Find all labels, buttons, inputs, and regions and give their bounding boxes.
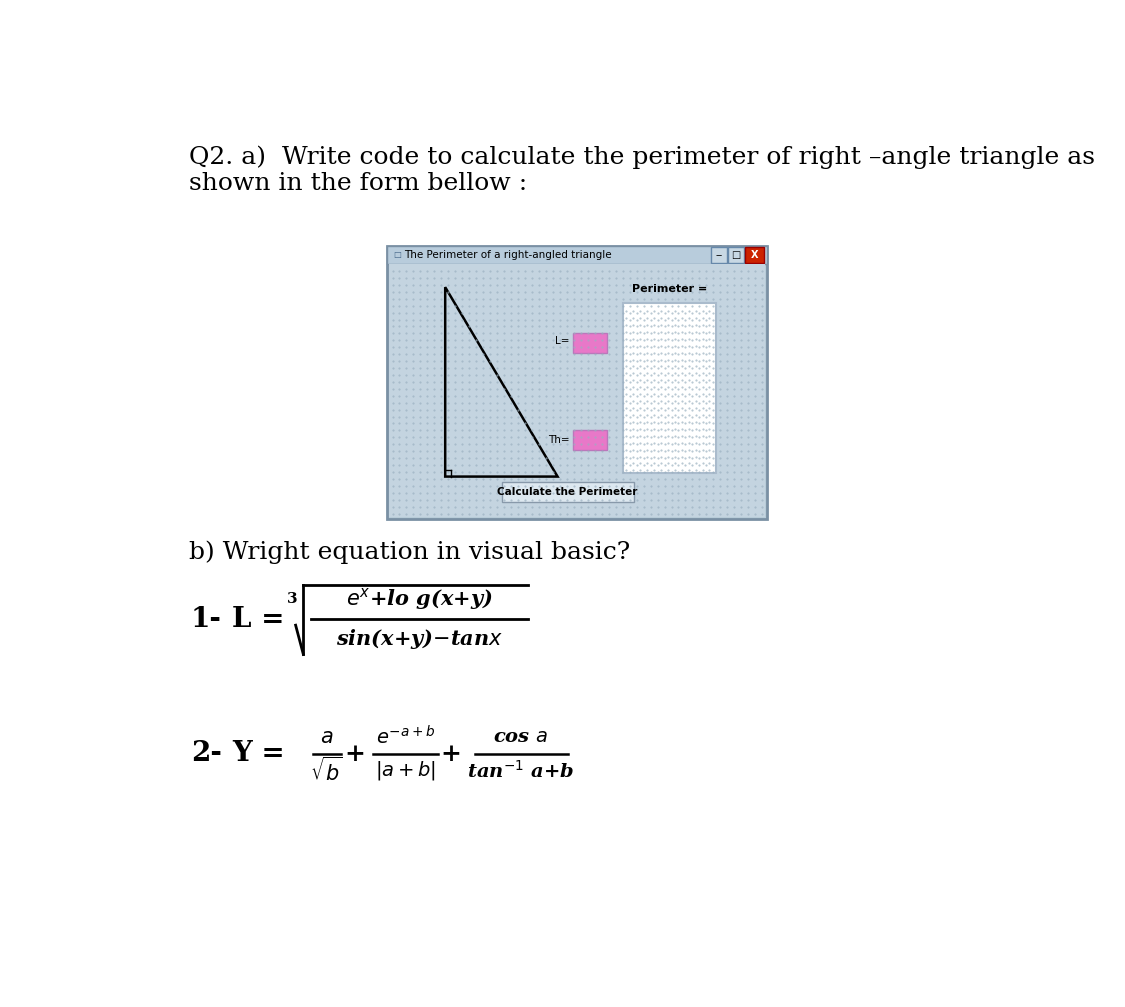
Text: Perimeter =: Perimeter = (632, 284, 708, 294)
Text: Q2. a)  Write code to calculate the perimeter of right –angle triangle as: Q2. a) Write code to calculate the perim… (189, 145, 1095, 169)
Text: b) Wright equation in visual basic?: b) Wright equation in visual basic? (189, 541, 630, 564)
Text: 3: 3 (287, 592, 298, 606)
FancyBboxPatch shape (573, 430, 608, 450)
Text: $a$: $a$ (319, 727, 333, 747)
FancyBboxPatch shape (389, 264, 765, 517)
Text: $|a+b|$: $|a+b|$ (376, 759, 436, 782)
Text: cos $a$: cos $a$ (493, 728, 548, 746)
FancyBboxPatch shape (623, 302, 717, 472)
FancyBboxPatch shape (728, 247, 744, 263)
FancyBboxPatch shape (387, 246, 767, 264)
Text: L =: L = (232, 605, 285, 632)
FancyBboxPatch shape (387, 246, 767, 519)
Text: +: + (440, 742, 461, 765)
Text: shown in the form bellow :: shown in the form bellow : (189, 172, 526, 195)
Text: Th=: Th= (548, 435, 569, 445)
FancyBboxPatch shape (711, 247, 727, 263)
Text: 2-: 2- (191, 740, 222, 767)
Text: The Perimeter of a right-angled triangle: The Perimeter of a right-angled triangle (404, 250, 612, 260)
Text: sin(x+y)$-$tan$x$: sin(x+y)$-$tan$x$ (336, 627, 503, 652)
Text: □: □ (731, 250, 740, 260)
Text: X: X (750, 250, 758, 260)
Text: +: + (344, 742, 364, 765)
Text: □: □ (394, 251, 402, 260)
FancyBboxPatch shape (745, 247, 764, 263)
Text: $\sqrt{b}$: $\sqrt{b}$ (310, 756, 343, 784)
Text: $e^{-a+b}$: $e^{-a+b}$ (376, 725, 435, 748)
FancyBboxPatch shape (573, 332, 608, 352)
Text: 1-: 1- (191, 605, 222, 632)
Text: ‒: ‒ (716, 250, 722, 260)
Text: L=: L= (555, 336, 569, 346)
Text: Calculate the Perimeter: Calculate the Perimeter (497, 487, 638, 497)
Text: Y =: Y = (232, 740, 285, 767)
FancyBboxPatch shape (502, 482, 633, 502)
Text: $e^x$+lo g(x+y): $e^x$+lo g(x+y) (346, 586, 493, 612)
Text: tan$^{-1}$ a+b: tan$^{-1}$ a+b (467, 759, 574, 781)
